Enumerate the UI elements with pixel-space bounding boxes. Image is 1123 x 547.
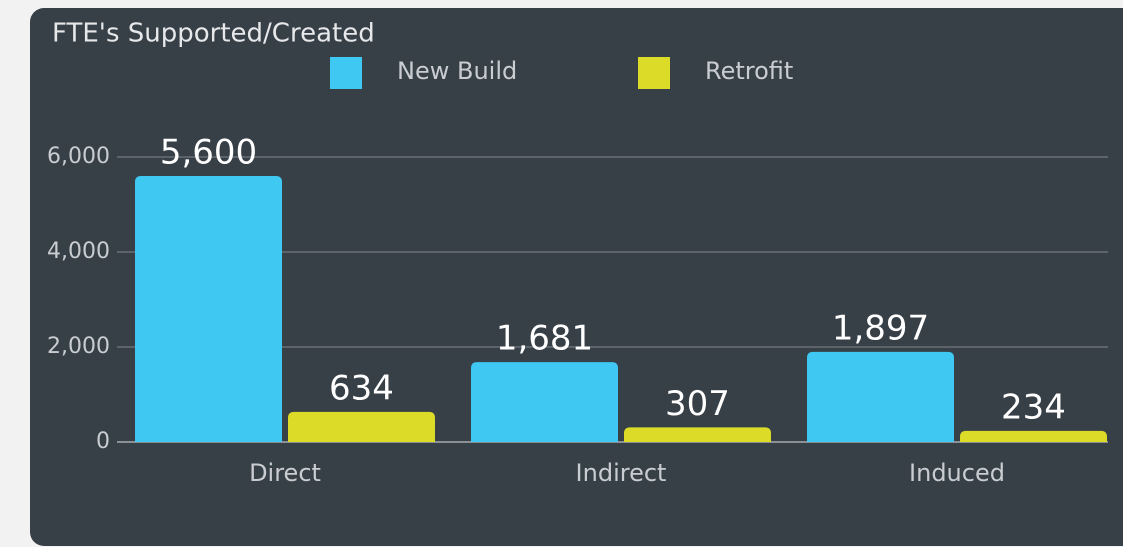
legend-swatch — [638, 57, 670, 89]
legend-label: New Build — [397, 57, 517, 85]
chart-title: FTE's Supported/Created — [52, 19, 375, 49]
x-tick-label: Indirect — [576, 459, 667, 487]
bar — [135, 176, 282, 442]
legend-swatch — [330, 57, 362, 89]
y-tick-label: 4,000 — [47, 239, 110, 264]
y-tick-label: 6,000 — [47, 144, 110, 169]
y-tick-label: 0 — [96, 429, 110, 454]
x-tick-label: Induced — [909, 459, 1005, 487]
legend-label: Retrofit — [705, 57, 793, 85]
value-label: 234 — [1001, 387, 1066, 427]
y-tick-label: 2,000 — [47, 334, 110, 359]
bar — [288, 411, 435, 442]
value-label: 307 — [665, 384, 730, 424]
value-label: 634 — [329, 368, 394, 408]
value-label: 5,600 — [160, 133, 257, 173]
x-tick-label: Direct — [249, 459, 321, 487]
value-label: 1,897 — [832, 308, 929, 348]
bar — [624, 427, 771, 442]
bar — [960, 430, 1107, 442]
bar — [807, 351, 954, 442]
bar — [471, 362, 618, 442]
value-label: 1,681 — [496, 319, 593, 359]
